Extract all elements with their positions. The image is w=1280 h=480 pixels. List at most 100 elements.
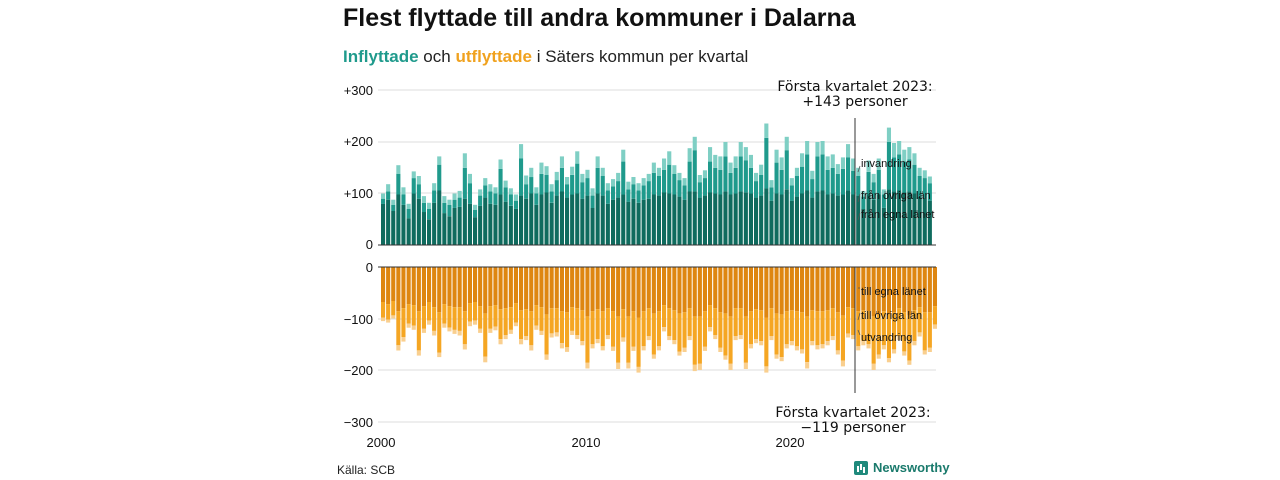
inflow-bar-103-egna: [907, 191, 912, 245]
inflow-bar-90-ovriga: [840, 168, 845, 195]
inflow-bar-106-egna: [922, 198, 927, 246]
outflow-bar-3-ovriga: [396, 311, 401, 346]
outflow-bar-29-third: [529, 345, 534, 351]
inflow-bar-25-ovriga: [508, 194, 513, 206]
outflow-bar-45-third: [611, 346, 616, 351]
outflow-bar-18-ovriga: [473, 302, 478, 321]
inflow-bar-45-egna: [611, 199, 616, 245]
inflow-bar-96-egna: [871, 199, 876, 245]
inflow-bar-68-third: [728, 162, 733, 173]
inflow-bar-88-egna: [830, 193, 835, 245]
outflow-bar-28-egna: [524, 267, 529, 310]
outflow-bar-53-third: [651, 354, 656, 359]
outflow-bar-0-third: [381, 317, 386, 322]
outflow-bar-15-third: [457, 330, 462, 336]
inflow-bar-1-third: [386, 184, 391, 192]
inflow-bar-66-ovriga: [718, 169, 723, 195]
grid-lines: [378, 89, 936, 423]
inflow-bar-37-third: [570, 166, 575, 175]
inflow-bar-54-ovriga: [656, 176, 661, 196]
outflow-bar-30-ovriga: [534, 305, 539, 326]
inflow-bar-12-third: [442, 196, 447, 203]
inflow-bar-102-ovriga: [902, 161, 907, 193]
inflow-bar-62-third: [697, 175, 702, 183]
inflow-bar-74-third: [759, 164, 764, 175]
inflow-bar-97-third: [876, 158, 881, 170]
outflow-bar-44-egna: [605, 267, 610, 309]
outflow-bar-18-third: [473, 320, 478, 325]
inflow-bar-97-egna: [876, 194, 881, 245]
inflow-bar-40-third: [585, 169, 590, 178]
outflow-bar-105-ovriga: [917, 307, 922, 333]
outflow-bar-4-egna: [401, 267, 406, 309]
outflow-bar-35-third: [559, 343, 564, 349]
outflow-bar-38-third: [575, 335, 580, 340]
outflow-bar-46-ovriga: [616, 316, 621, 363]
outflow-bar-79-egna: [784, 267, 789, 312]
outflow-bar-43-egna: [600, 267, 605, 312]
outflow-bar-105-egna: [917, 267, 922, 308]
outflow-bar-62-third: [697, 363, 702, 370]
outflow-bar-30-third: [534, 325, 539, 330]
inflow-bar-23-third: [498, 159, 503, 169]
outflow-bar-45-egna: [611, 267, 616, 312]
outflow-bar-91-ovriga: [846, 307, 851, 334]
outflow-bar-70-egna: [738, 267, 743, 309]
annotation-top-line2: +143 personer: [802, 94, 908, 110]
outflow-bar-82-third: [800, 349, 805, 354]
outflow-bar-10-egna: [432, 267, 437, 308]
outflow-bar-40-ovriga: [585, 316, 590, 363]
outflow-bar-22-egna: [493, 267, 498, 306]
inflow-bar-49-egna: [631, 198, 636, 246]
inflow-bar-38-egna: [575, 193, 580, 245]
inflow-bar-98-ovriga: [881, 194, 886, 208]
outflow-bar-91-third: [846, 333, 851, 338]
outflow-bar-42-ovriga: [595, 309, 600, 340]
inflow-bar-98-third: [881, 189, 886, 195]
outflow-bar-23-ovriga: [498, 309, 503, 340]
outflow-bar-1-egna: [386, 267, 391, 305]
inflow-bar-77-ovriga: [774, 162, 779, 194]
outflow-bar-9-ovriga: [427, 302, 432, 321]
inflow-bar-47-egna: [621, 194, 626, 245]
outflow-bar-90-ovriga: [840, 315, 845, 361]
outflow-bar-95-egna: [866, 267, 871, 312]
inflow-bar-103-ovriga: [907, 159, 912, 192]
outflow-bar-19-third: [478, 328, 483, 333]
outflow-bar-14-egna: [452, 267, 457, 308]
inflow-bar-13-third: [447, 199, 452, 205]
inflow-bar-65-egna: [713, 193, 718, 245]
legend-leader-4: [857, 312, 861, 321]
outflow-bar-20-ovriga: [483, 313, 488, 357]
inflow-bar-63-third: [702, 170, 707, 178]
outflow-bar-90-egna: [840, 267, 845, 316]
inflow-bar-59-egna: [682, 199, 687, 245]
outflow-bar-54-ovriga: [656, 311, 661, 347]
inflow-bar-26-egna: [513, 208, 518, 245]
outflow-bar-92-ovriga: [851, 308, 856, 335]
inflow-bar-6-third: [411, 171, 416, 179]
outflow-bar-23-egna: [498, 267, 503, 310]
outflow-bar-97-third: [876, 354, 881, 359]
outflow-bar-45-ovriga: [611, 311, 616, 347]
outflow-bar-83-ovriga: [805, 316, 810, 363]
outflow-bar-63-ovriga: [702, 311, 707, 347]
outflow-bar-39-ovriga: [580, 310, 585, 342]
annotation-bottom-line1: Första kvartalet 2023:: [775, 405, 930, 421]
inflow-bar-55-third: [662, 158, 667, 170]
outflow-bar-81-third: [794, 346, 799, 351]
inflow-bar-107-third: [927, 176, 932, 184]
inflow-bar-21-third: [488, 184, 493, 192]
outflow-bar-99-third: [886, 358, 891, 363]
inflow-bar-82-ovriga: [800, 166, 805, 194]
inflow-bar-48-ovriga: [626, 189, 631, 202]
inflow-bar-87-ovriga: [825, 169, 830, 195]
inflow-bar-85-egna: [815, 191, 820, 245]
inflow-bar-43-third: [600, 167, 605, 176]
bottom-y-tick-minus300: −300: [344, 415, 373, 430]
outflow-bar-17-ovriga: [467, 303, 472, 322]
outflow-bar-83-third: [805, 362, 810, 369]
outflow-bar-7-ovriga: [416, 311, 421, 351]
inflow-bar-75-egna: [764, 188, 769, 245]
outflow-bar-68-third: [728, 363, 733, 370]
